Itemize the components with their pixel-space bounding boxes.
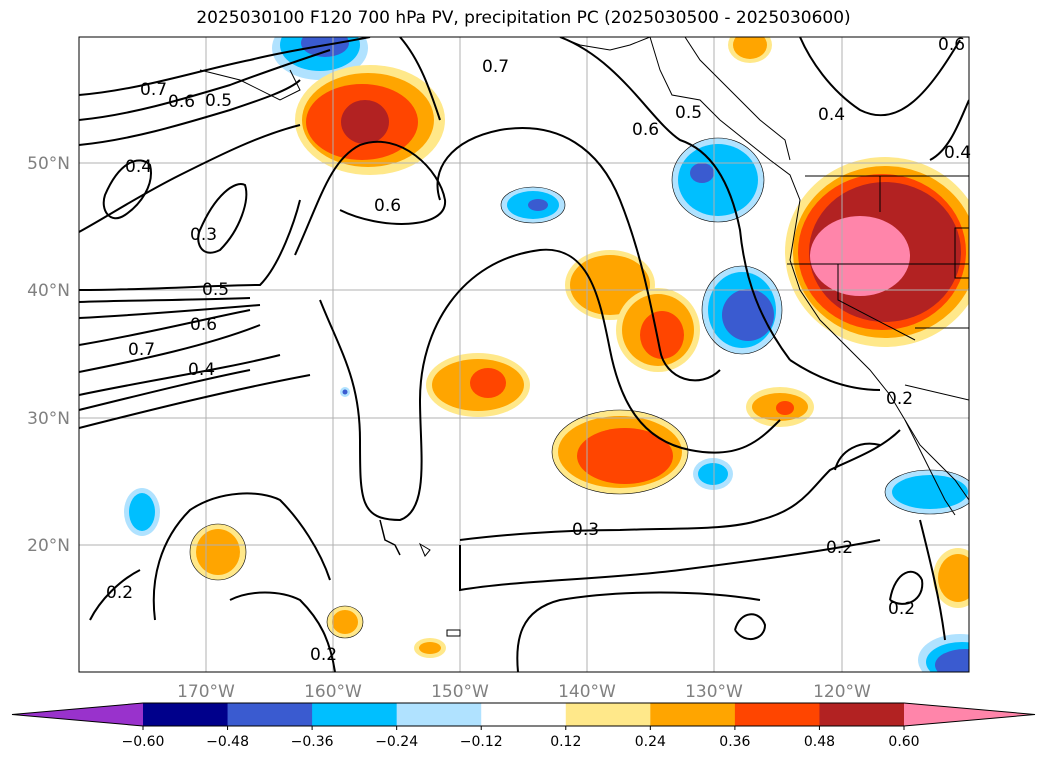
contour-label: 0.6 — [190, 315, 217, 335]
contour-label: 0.3 — [572, 520, 599, 540]
contour-label: 0.5 — [675, 103, 702, 123]
longitude-labels: 170°W 160°W 150°W 140°W 130°W 120°W — [177, 682, 871, 702]
contour-label: 0.2 — [310, 645, 337, 665]
colorbar-bin — [819, 703, 905, 726]
lon-label: 120°W — [813, 682, 871, 702]
contour-label: 0.5 — [202, 280, 229, 300]
contour-label: 0.6 — [938, 35, 965, 55]
colorbar-tick-label: 0.24 — [635, 734, 666, 750]
lon-label: 170°W — [177, 682, 235, 702]
shade-outlines — [189, 137, 969, 639]
lat-label: 50°N — [27, 154, 70, 174]
colorbar-bin — [227, 703, 313, 726]
colorbar-bin — [734, 703, 820, 726]
colorbar-bin — [650, 703, 736, 726]
lon-label: 150°W — [431, 682, 489, 702]
map-title: 2025030100 F120 700 hPa PV, precipitatio… — [196, 8, 851, 28]
colorbar-bin — [396, 703, 482, 726]
graticule — [79, 37, 969, 672]
colorbar-tick-label: −0.36 — [291, 734, 334, 750]
colorbar-tick-label: −0.48 — [206, 734, 249, 750]
plot-frame — [78, 36, 970, 673]
contour-label: 0.4 — [818, 105, 845, 125]
contour-label: 0.2 — [888, 599, 915, 619]
colorbar-tick-label: 0.48 — [804, 734, 835, 750]
contour-label: 0.4 — [125, 157, 152, 177]
lon-label: 140°W — [558, 682, 616, 702]
lon-label: 130°W — [685, 682, 743, 702]
contour-label: 0.7 — [482, 57, 509, 77]
colorbar-extend-low — [12, 703, 143, 726]
lat-label: 20°N — [27, 536, 70, 556]
colorbar-tick-label: −0.24 — [375, 734, 418, 750]
colorbar-bin — [143, 703, 229, 726]
contour-label: 0.2 — [826, 538, 853, 558]
contour-label: 0.4 — [188, 360, 215, 380]
colorbar-tick-label: 0.60 — [888, 734, 919, 750]
contour-label: 0.5 — [205, 91, 232, 111]
lat-label: 40°N — [27, 281, 70, 301]
colorbar-tick-label: 0.12 — [550, 734, 581, 750]
colorbar-tick-label: −0.12 — [460, 734, 503, 750]
contour-label: 0.6 — [374, 196, 401, 216]
lon-label: 160°W — [304, 682, 362, 702]
borders — [787, 175, 969, 401]
colorbar-bin — [565, 703, 651, 726]
colorbar-tick-label: −0.60 — [122, 734, 165, 750]
colorbar-bin — [312, 703, 398, 726]
contour-label: 0.6 — [632, 120, 659, 140]
contour-label: 0.7 — [140, 80, 167, 100]
pv-contours — [79, 37, 969, 672]
contour-label: 0.4 — [944, 143, 971, 163]
contour-label: 0.3 — [190, 225, 217, 245]
contour-labels: 0.7 0.6 0.5 0.4 0.3 0.5 0.6 0.7 0.4 0.7 … — [106, 35, 971, 665]
colorbar-tick-label: 0.36 — [719, 734, 750, 750]
colorbar-bin — [481, 703, 567, 726]
contour-label: 0.6 — [168, 92, 195, 112]
contour-label: 0.2 — [106, 583, 133, 603]
lat-label: 30°N — [27, 409, 70, 429]
contour-label: 0.2 — [886, 389, 913, 409]
latitude-labels: 50°N 40°N 30°N 20°N — [27, 154, 70, 556]
contour-label: 0.7 — [128, 340, 155, 360]
colorbar: −0.60 −0.48 −0.36 −0.24 −0.12 0.12 0.24 0.36 0.4… — [11, 702, 1036, 750]
colorbar-extend-high — [904, 703, 1035, 726]
